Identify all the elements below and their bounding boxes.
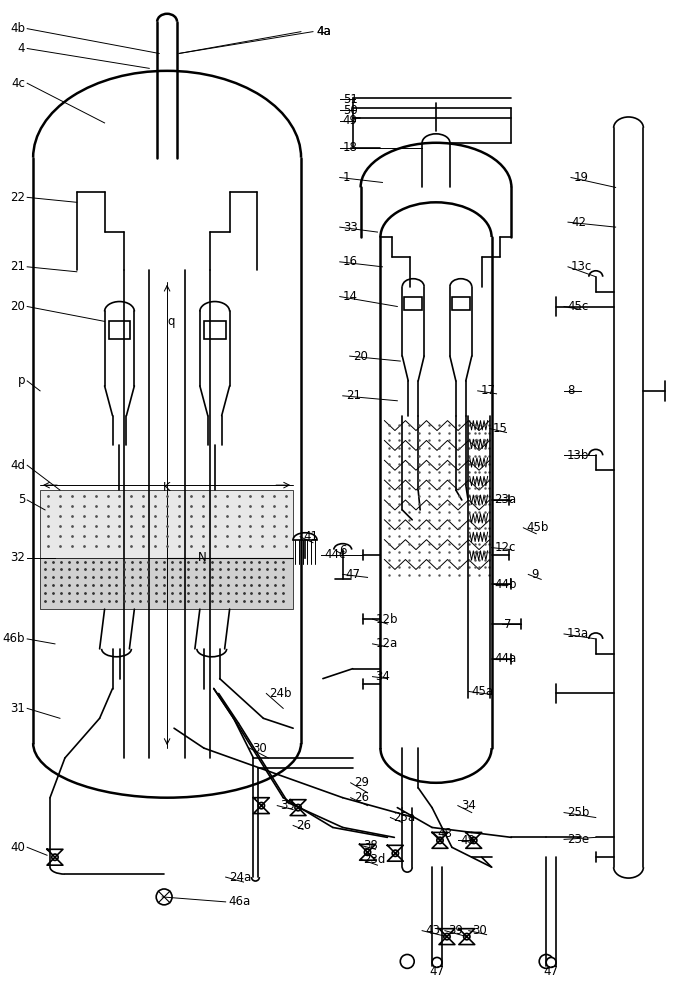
Text: 12b: 12b — [375, 613, 398, 626]
Text: 44c: 44c — [324, 548, 345, 561]
Text: 21: 21 — [346, 389, 361, 402]
Text: 19: 19 — [574, 171, 589, 184]
Text: 4d: 4d — [10, 459, 25, 472]
Text: 47: 47 — [544, 965, 559, 978]
Text: 47: 47 — [429, 965, 445, 978]
Text: 49: 49 — [342, 114, 358, 127]
Text: 16: 16 — [342, 255, 358, 268]
Bar — [452, 297, 470, 310]
Text: 13c: 13c — [571, 260, 592, 273]
Text: 44a: 44a — [495, 652, 517, 665]
Text: 25b: 25b — [567, 806, 590, 819]
Text: 25a: 25a — [393, 811, 416, 824]
Circle shape — [432, 957, 442, 967]
Text: 51: 51 — [342, 93, 358, 106]
Text: K: K — [164, 481, 171, 494]
Bar — [109, 321, 130, 339]
Text: 31: 31 — [10, 702, 25, 715]
Text: p: p — [17, 374, 25, 387]
Circle shape — [400, 954, 414, 968]
Text: 12a: 12a — [375, 637, 397, 650]
Text: 9: 9 — [531, 568, 539, 581]
Text: 5: 5 — [18, 493, 25, 506]
Text: 39: 39 — [448, 924, 463, 937]
Bar — [204, 321, 226, 339]
Text: 1: 1 — [342, 171, 350, 184]
Text: 24b: 24b — [269, 687, 292, 700]
Text: 38: 38 — [363, 839, 379, 852]
Circle shape — [546, 957, 556, 967]
Text: 48: 48 — [461, 834, 475, 847]
Text: 6: 6 — [339, 544, 347, 557]
Text: 18: 18 — [342, 141, 358, 154]
Circle shape — [156, 889, 172, 905]
Text: 4: 4 — [17, 42, 25, 55]
Text: 21: 21 — [10, 260, 25, 273]
Text: 30: 30 — [253, 742, 267, 755]
Text: 20: 20 — [10, 300, 25, 313]
Text: 34: 34 — [461, 799, 475, 812]
Text: 45c: 45c — [567, 300, 588, 313]
Text: q: q — [167, 315, 175, 328]
Text: 41: 41 — [303, 530, 318, 543]
Circle shape — [539, 954, 553, 968]
Text: 44b: 44b — [495, 578, 517, 591]
Text: 14: 14 — [342, 290, 358, 303]
Text: 42: 42 — [571, 216, 586, 229]
Text: 33: 33 — [342, 221, 358, 234]
Text: 43: 43 — [425, 924, 440, 937]
Text: 46b: 46b — [3, 632, 25, 645]
Bar — [40, 490, 293, 558]
Text: 40: 40 — [10, 841, 25, 854]
Text: 4a: 4a — [316, 25, 331, 38]
Text: 23e: 23e — [567, 833, 589, 846]
Text: 34: 34 — [375, 670, 390, 683]
Bar — [40, 558, 293, 609]
Text: 4c: 4c — [11, 77, 25, 90]
Text: N: N — [198, 551, 206, 564]
Text: 17: 17 — [481, 384, 496, 397]
Text: 15: 15 — [493, 422, 507, 435]
Text: 4a: 4a — [316, 25, 331, 38]
Text: 13b: 13b — [567, 449, 590, 462]
Text: 4b: 4b — [10, 22, 25, 35]
Text: 24a: 24a — [228, 871, 251, 884]
Text: 46a: 46a — [228, 895, 251, 908]
Text: 45b: 45b — [526, 521, 548, 534]
Text: 50: 50 — [342, 104, 358, 117]
Text: 7: 7 — [505, 618, 512, 631]
Text: 35: 35 — [280, 799, 295, 812]
Text: 12c: 12c — [495, 541, 516, 554]
Text: 30: 30 — [472, 924, 487, 937]
Text: 22: 22 — [10, 191, 25, 204]
Text: 13a: 13a — [567, 627, 589, 640]
Text: 23a: 23a — [495, 493, 516, 506]
Text: 26: 26 — [354, 791, 369, 804]
Text: 29: 29 — [354, 776, 369, 789]
Text: 23d: 23d — [363, 853, 386, 866]
Text: 8: 8 — [567, 384, 574, 397]
Text: 20: 20 — [353, 350, 367, 363]
Text: 45a: 45a — [472, 685, 494, 698]
Bar — [404, 297, 422, 310]
Text: 48: 48 — [437, 827, 452, 840]
Text: 32: 32 — [10, 551, 25, 564]
Text: 47: 47 — [346, 568, 361, 581]
Text: 26: 26 — [296, 819, 311, 832]
